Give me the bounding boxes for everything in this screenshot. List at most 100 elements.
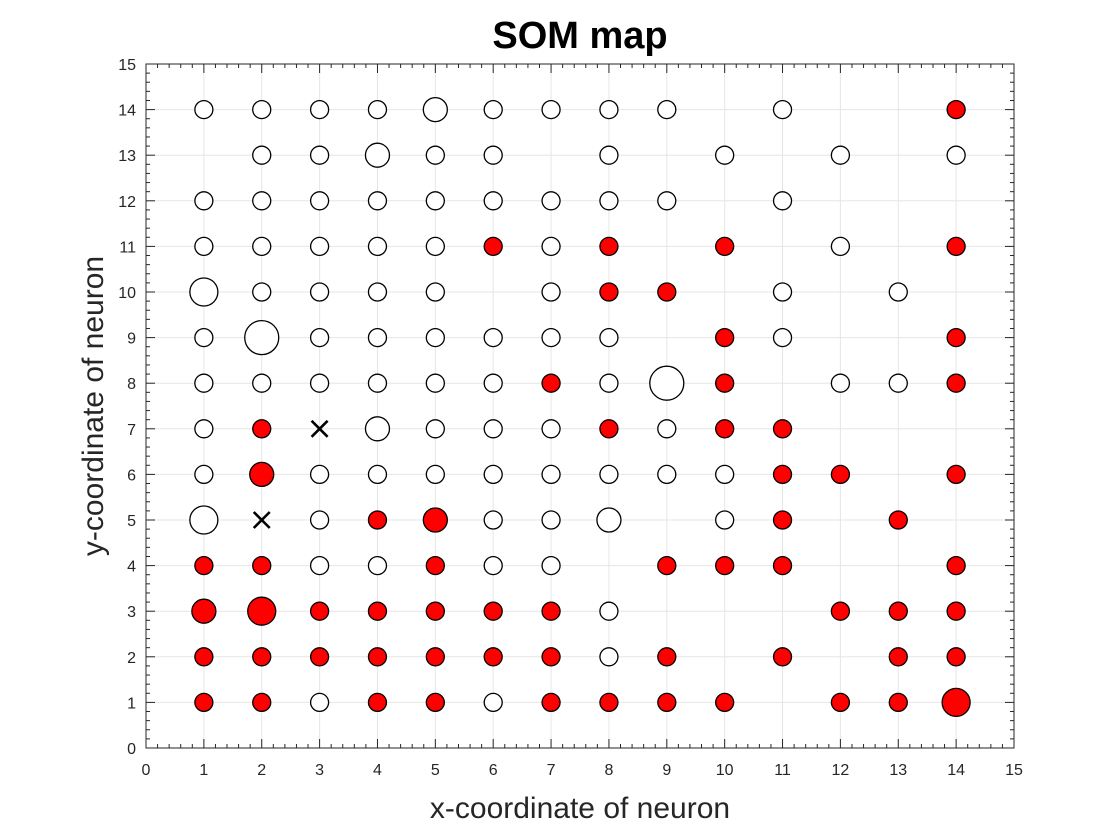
neuron-marker-white xyxy=(888,373,908,393)
neuron-marker-white xyxy=(367,555,388,576)
x-tick-label: 4 xyxy=(373,762,382,779)
x-tick-labels: 0 1 2 3 4 5 6 7 8 9 10 11 12 13 14 15 xyxy=(142,762,1023,779)
neuron-marker-red xyxy=(657,555,677,576)
neuron-marker-red xyxy=(715,555,735,576)
neuron-marker-white xyxy=(599,647,619,667)
neuron-marker-white xyxy=(830,145,851,165)
neuron-marker-red xyxy=(888,647,908,667)
neuron-marker-white xyxy=(657,464,677,485)
neuron-marker-white xyxy=(888,282,908,302)
neuron-marker-red xyxy=(309,647,330,667)
neuron-marker-white xyxy=(425,464,445,485)
neuron-marker-white xyxy=(367,282,388,302)
neuron-marker-white xyxy=(541,464,561,485)
neuron-marker-white xyxy=(194,419,214,439)
neuron-marker-white xyxy=(483,510,503,530)
x-tick-label: 5 xyxy=(431,762,440,779)
neuron-marker-red xyxy=(367,647,388,667)
neuron-marker-white xyxy=(189,277,219,307)
neuron-marker-red xyxy=(772,419,793,439)
y-tick-label: 4 xyxy=(127,559,136,576)
neuron-marker-white xyxy=(483,191,503,211)
neuron-marker-red xyxy=(541,601,561,621)
neuron-marker-red xyxy=(191,598,217,624)
neuron-marker-red xyxy=(888,601,908,621)
neuron-marker-white xyxy=(252,373,272,393)
y-tick-label: 8 xyxy=(127,376,136,393)
neuron-marker-white xyxy=(194,99,214,120)
neuron-marker-red xyxy=(541,373,561,393)
neuron-marker-red xyxy=(772,555,793,576)
neuron-marker-white xyxy=(309,327,330,348)
neuron-marker-white xyxy=(649,365,685,401)
neuron-marker-red xyxy=(946,236,966,257)
neuron-marker-white xyxy=(252,236,272,257)
neuron-marker-white xyxy=(194,191,214,211)
neuron-marker-red xyxy=(599,419,619,439)
neuron-marker-white xyxy=(252,99,272,120)
neuron-marker-white xyxy=(364,416,391,442)
neuron-marker-white xyxy=(483,327,503,348)
neuron-marker-red xyxy=(715,373,735,393)
neuron-marker-white xyxy=(194,327,214,348)
neuron-marker-white xyxy=(772,327,793,348)
neuron-marker-red xyxy=(425,555,445,576)
neuron-marker-red xyxy=(830,464,851,485)
neuron-marker-white xyxy=(596,507,622,533)
y-tick-label: 6 xyxy=(127,467,136,484)
neuron-marker-white xyxy=(367,373,388,393)
neuron-marker-red xyxy=(367,692,388,713)
neuron-marker-red xyxy=(247,596,277,626)
neuron-marker-white xyxy=(425,236,445,257)
neuron-marker-white xyxy=(189,505,219,535)
neuron-marker-white xyxy=(541,282,561,302)
neuron-marker-red xyxy=(252,555,272,576)
neuron-marker-white xyxy=(367,236,388,257)
neuron-marker-white xyxy=(483,555,503,576)
neuron-marker-red xyxy=(657,692,677,713)
x-tick-label: 2 xyxy=(257,762,266,779)
neuron-marker-white xyxy=(715,510,735,530)
y-tick-label: 2 xyxy=(127,650,136,667)
plot-area-frame xyxy=(145,63,1015,749)
y-tick-label: 12 xyxy=(118,194,136,211)
neuron-marker-red xyxy=(946,464,966,485)
x-axis-label: x-coordinate of neuron xyxy=(430,792,730,825)
neuron-marker-white xyxy=(367,327,388,348)
neuron-marker-red xyxy=(715,236,735,257)
neuron-marker-white xyxy=(425,191,445,211)
neuron-marker-white xyxy=(252,145,272,165)
chart-title: SOM map xyxy=(492,15,667,57)
neuron-marker-white xyxy=(309,236,330,257)
neuron-marker-white xyxy=(830,373,851,393)
cross-markers xyxy=(252,419,329,529)
neuron-markers xyxy=(189,96,971,718)
neuron-marker-red xyxy=(599,692,619,713)
neuron-marker-white xyxy=(599,327,619,348)
x-tick-label: 14 xyxy=(947,762,965,779)
neuron-marker-red xyxy=(772,647,793,667)
neuron-marker-red xyxy=(946,373,966,393)
neuron-marker-white xyxy=(772,191,793,211)
x-tick-label: 0 xyxy=(142,762,151,779)
neuron-marker-red xyxy=(657,282,677,302)
neuron-marker-white xyxy=(657,99,677,120)
y-tick-label: 9 xyxy=(127,331,136,348)
x-tick-label: 8 xyxy=(604,762,613,779)
neuron-marker-white xyxy=(252,282,272,302)
neuron-marker-red xyxy=(367,510,388,530)
neuron-marker-red xyxy=(425,692,445,713)
x-tick-label: 10 xyxy=(716,762,734,779)
neuron-marker-red xyxy=(541,692,561,713)
x-tick-label: 12 xyxy=(832,762,850,779)
neuron-marker-red xyxy=(252,419,272,439)
neuron-marker-white xyxy=(483,145,503,165)
cross-stroke xyxy=(252,511,271,529)
neuron-marker-red xyxy=(599,236,619,257)
neuron-marker-white xyxy=(657,191,677,211)
neuron-marker-white xyxy=(309,692,330,713)
neuron-marker-white xyxy=(483,99,503,120)
neuron-marker-red xyxy=(946,555,966,576)
neuron-marker-red xyxy=(194,555,214,576)
y-tick-label: 7 xyxy=(127,422,136,439)
